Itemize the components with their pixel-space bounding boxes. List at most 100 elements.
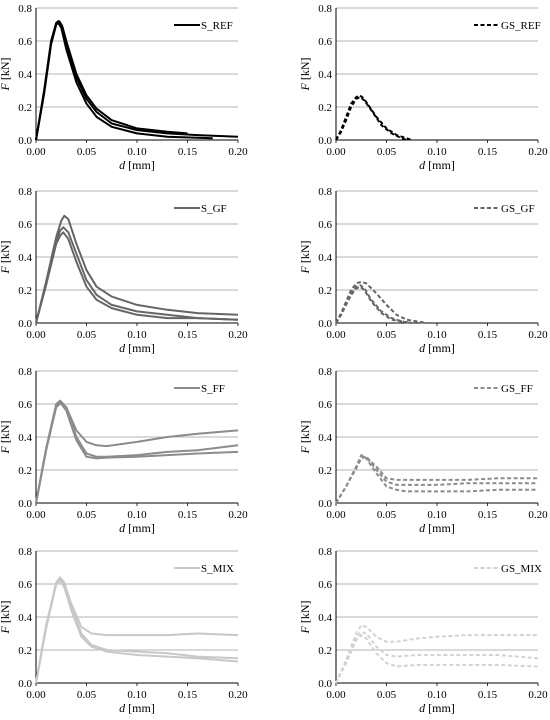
y-tick-label: 0.6 [18, 36, 32, 48]
x-tick-label: 0.00 [26, 689, 46, 701]
x-tick-label: 0.00 [326, 146, 346, 158]
y-tick-label: 0.8 [18, 546, 32, 558]
series-line-2 [35, 576, 239, 684]
x-tick-label: 0.15 [178, 146, 198, 158]
x-tick-label: 0.10 [127, 509, 147, 521]
legend-label: GS_FF [501, 383, 533, 395]
y-tick-label: 0.0 [18, 678, 32, 690]
y-tick-label: 0.6 [318, 579, 332, 591]
y-tick-label: 0.8 [318, 186, 332, 198]
x-tick-label: 0.05 [77, 509, 97, 521]
x-tick-label: 0.10 [127, 146, 147, 158]
series-line-3 [35, 21, 213, 141]
x-tick-label: 0.20 [228, 329, 248, 341]
y-tick-label: 0.0 [318, 678, 332, 690]
series-line-1 [335, 624, 538, 684]
chart-panel-s-ref: 0.0 0.2 0.4 0.6 0.8 0.00 0.05 0.10 0.15 0.20 d [mm… [0, 3, 248, 172]
x-axis-label: d [mm] [419, 701, 455, 715]
y-tick-label: 0.2 [18, 285, 32, 297]
x-tick-label: 0.05 [377, 689, 397, 701]
x-tick-label: 0.20 [228, 689, 248, 701]
x-tick-label: 0.10 [427, 689, 447, 701]
y-tick-label: 0.8 [18, 3, 32, 15]
y-tick-label: 0.0 [318, 135, 332, 147]
x-axis-label: d [mm] [119, 521, 155, 535]
x-tick-label: 0.00 [26, 329, 46, 341]
x-tick-label: 0.10 [127, 329, 147, 341]
x-tick-label: 0.10 [427, 146, 447, 158]
x-tick-label: 0.00 [26, 146, 46, 158]
y-tick-label: 0.2 [318, 102, 332, 114]
y-axis-label: F [kN] [298, 57, 312, 91]
x-tick-label: 0.15 [478, 509, 498, 521]
y-tick-label: 0.8 [18, 186, 32, 198]
x-tick-label: 0.15 [178, 329, 198, 341]
x-tick-label: 0.20 [228, 146, 248, 158]
y-tick-label: 0.8 [318, 366, 332, 378]
series-line-3 [35, 401, 239, 504]
x-axis-label: d [mm] [419, 521, 455, 535]
series-line-3 [335, 454, 538, 504]
x-tick-label: 0.00 [26, 509, 46, 521]
x-tick-label: 0.20 [528, 329, 548, 341]
x-tick-label: 0.15 [178, 689, 198, 701]
y-tick-label: 0.4 [318, 69, 332, 81]
y-tick-label: 0.0 [18, 498, 32, 510]
chart-panel-s-ff: 0.0 0.2 0.4 0.6 0.8 0.00 0.05 0.10 0.15 0.20 d [mm… [0, 366, 248, 535]
x-tick-label: 0.20 [228, 509, 248, 521]
series-line-2 [335, 96, 408, 141]
y-axis-label: F [kN] [0, 240, 12, 274]
legend-label: GS_REF [501, 20, 541, 32]
legend-label: S_MIX [201, 563, 234, 575]
y-tick-label: 0.2 [18, 645, 32, 657]
y-tick-label: 0.0 [18, 318, 32, 330]
chart-panel-gs-ref: 0.0 0.2 0.4 0.6 0.8 0.00 0.05 0.10 0.15 0.20 d [mm… [298, 3, 548, 172]
y-tick-label: 0.4 [18, 612, 32, 624]
y-tick-label: 0.4 [18, 252, 32, 264]
chart-panel-gs-ff: 0.0 0.2 0.4 0.6 0.8 0.00 0.05 0.10 0.15 0.20 d [mm… [298, 366, 548, 535]
x-axis-label: d [mm] [419, 158, 455, 172]
x-tick-label: 0.00 [326, 329, 346, 341]
series-line-1 [335, 94, 413, 141]
x-tick-label: 0.05 [77, 329, 97, 341]
y-tick-label: 0.0 [318, 318, 332, 330]
series-line-3 [35, 231, 239, 324]
series-line-2 [335, 630, 539, 684]
x-tick-label: 0.15 [478, 689, 498, 701]
y-tick-label: 0.2 [18, 465, 32, 477]
y-tick-label: 0.6 [18, 579, 32, 591]
y-tick-label: 0.0 [318, 498, 332, 510]
y-tick-label: 0.4 [318, 252, 332, 264]
x-tick-label: 0.05 [77, 146, 97, 158]
y-tick-label: 0.4 [318, 612, 332, 624]
y-axis-label: F [kN] [0, 57, 12, 91]
x-axis-label: d [mm] [119, 701, 155, 715]
x-tick-label: 0.20 [528, 146, 548, 158]
y-axis-label: F [kN] [298, 420, 312, 454]
y-tick-label: 0.2 [318, 465, 332, 477]
y-tick-label: 0.4 [18, 432, 32, 444]
x-axis-label: d [mm] [119, 158, 155, 172]
y-tick-label: 0.6 [18, 219, 32, 231]
legend-label: GS_MIX [501, 563, 542, 575]
y-axis-label: F [kN] [298, 600, 312, 634]
x-tick-label: 0.05 [377, 329, 397, 341]
x-tick-label: 0.00 [326, 689, 346, 701]
series-line-2 [35, 20, 188, 141]
y-tick-label: 0.6 [318, 36, 332, 48]
x-tick-label: 0.15 [478, 329, 498, 341]
y-tick-label: 0.2 [18, 102, 32, 114]
y-axis-label: F [kN] [298, 240, 312, 274]
x-tick-label: 0.20 [528, 509, 548, 521]
chart-panel-s-mix: 0.0 0.2 0.4 0.6 0.8 0.00 0.05 0.10 0.15 0.20 d [mm… [0, 546, 248, 715]
x-tick-label: 0.00 [326, 509, 346, 521]
chart-panel-gs-gf: 0.0 0.2 0.4 0.6 0.8 0.00 0.05 0.10 0.15 0.20 d [mm… [298, 186, 548, 355]
series-line-1 [335, 280, 428, 324]
series-line-2 [35, 226, 239, 324]
y-tick-label: 0.8 [318, 3, 332, 15]
legend-label: S_FF [201, 383, 225, 395]
y-tick-label: 0.6 [318, 219, 332, 231]
y-axis-label: F [kN] [0, 600, 12, 634]
y-axis-label: F [kN] [0, 420, 12, 454]
